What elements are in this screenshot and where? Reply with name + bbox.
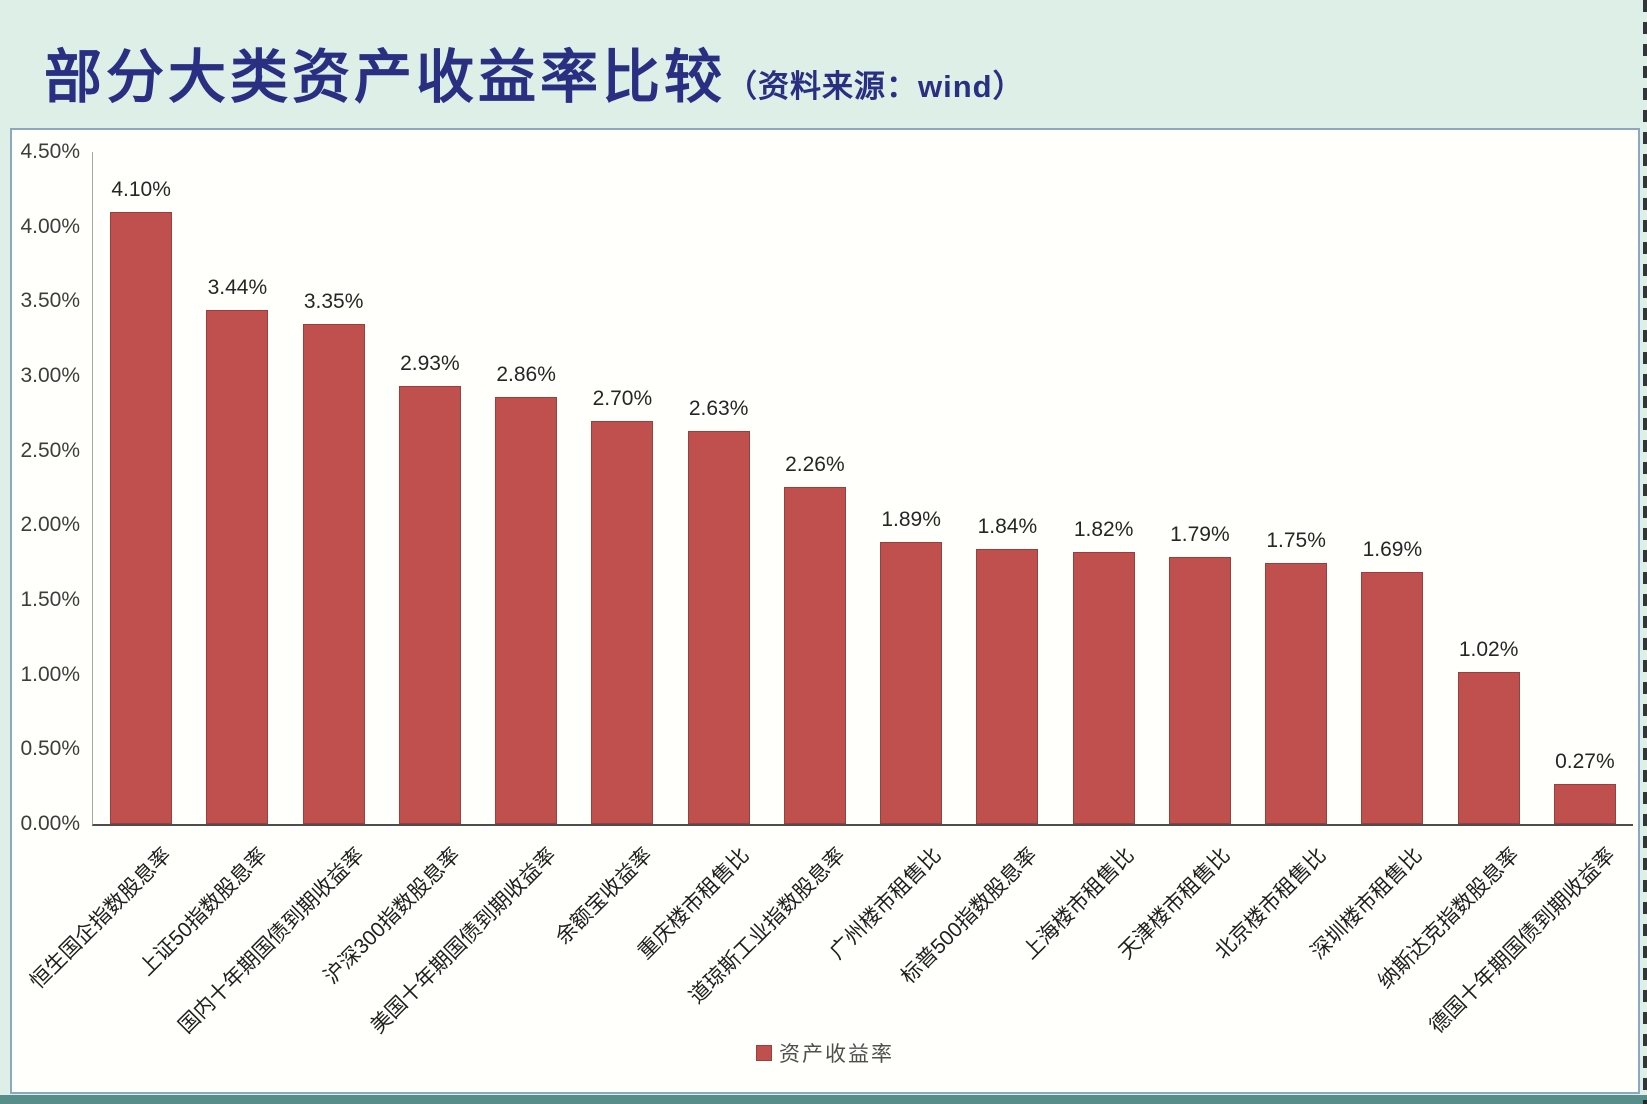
- bar-value-label: 1.02%: [1458, 638, 1519, 661]
- bar-value-label: 2.63%: [688, 397, 749, 420]
- bottom-accent-strip: [0, 1095, 1647, 1104]
- bar: [976, 549, 1039, 824]
- bar: [110, 212, 173, 824]
- bar: [1072, 552, 1135, 824]
- bar-value-label: 1.84%: [977, 515, 1038, 538]
- y-axis-tick-label: 4.00%: [20, 214, 80, 238]
- y-axis-tick-label: 1.50%: [20, 588, 80, 611]
- y-axis-tick-label: 2.00%: [20, 513, 80, 537]
- bar-value-label: 2.70%: [592, 387, 653, 410]
- bar: [1265, 563, 1328, 824]
- legend-marker-icon: [756, 1045, 772, 1061]
- bar-value-label: 2.26%: [785, 453, 845, 476]
- bar-value-label: 3.35%: [303, 290, 364, 313]
- bar-value-label: 1.89%: [881, 508, 941, 531]
- bar: [206, 310, 269, 824]
- page-title-text: 部分大类资产收益率比较: [44, 45, 727, 110]
- bar-value-label: 3.44%: [207, 276, 268, 299]
- bar: [302, 324, 365, 824]
- chart-area: 0.00% 0.50% 1.00% 1.50% 2.00% 2.50% 3.00% 3.50%…: [10, 128, 1640, 1094]
- legend: 资产收益率: [756, 1038, 894, 1068]
- x-axis-category-label: 国内十年期国债到期收益率: [173, 843, 369, 1038]
- bar: [398, 386, 461, 824]
- y-axis-tick-label: 0.00%: [20, 812, 80, 835]
- bar: [591, 421, 654, 824]
- y-axis: 0.00% 0.50% 1.00% 1.50% 2.00% 2.50% 3.00% 3.50%…: [12, 140, 84, 835]
- bar-value-label: 1.82%: [1073, 518, 1134, 541]
- bar-value-label: 0.27%: [1555, 750, 1615, 773]
- bar: [1168, 557, 1231, 824]
- bar: [495, 397, 558, 824]
- y-axis-tick-label: 1.00%: [20, 662, 80, 686]
- bar-value-label: 2.93%: [400, 352, 460, 375]
- bar: [880, 542, 943, 824]
- y-axis-tick-label: 3.00%: [20, 364, 80, 387]
- right-edge-artifact: [1643, 0, 1647, 1104]
- bar-value-label: 1.75%: [1266, 529, 1326, 552]
- y-axis-tick-label: 0.50%: [20, 737, 80, 761]
- bar: [783, 487, 846, 824]
- bar-value-label: 1.69%: [1362, 538, 1423, 561]
- bar: [1361, 572, 1424, 824]
- x-axis-category-label: 美国十年期国债到期收益率: [366, 843, 561, 1038]
- bar-value-label: 4.10%: [111, 178, 171, 201]
- x-axis-category-label: 德国十年期国债到期收益率: [1425, 843, 1620, 1038]
- y-axis-tick-label: 4.50%: [20, 140, 80, 163]
- y-axis-tick-label: 3.50%: [20, 289, 80, 313]
- legend-label: 资产收益率: [779, 1043, 894, 1066]
- plot-area: 4.10% 3.44% 3.35% 2.93% 2.86% 2.70% 2.63% 2.26%…: [92, 152, 1633, 826]
- page-title: 部分大类资产收益率比较（资料来源：wind）: [44, 30, 1025, 114]
- title-bar: 部分大类资产收益率比较（资料来源：wind）: [0, 0, 1647, 128]
- bar-value-label: 1.79%: [1170, 523, 1230, 546]
- bar: [687, 431, 750, 824]
- y-axis-tick-label: 2.50%: [20, 438, 80, 462]
- bar-value-label: 2.86%: [496, 363, 556, 386]
- page-title-source: （资料来源：wind）: [726, 69, 1025, 104]
- bar: [1457, 672, 1520, 824]
- bar: [1553, 784, 1616, 824]
